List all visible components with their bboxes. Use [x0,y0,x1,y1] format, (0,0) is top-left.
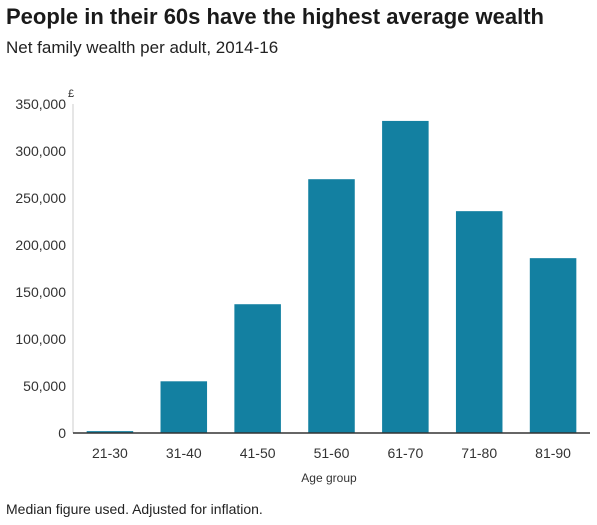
x-tick-label: 71-80 [461,445,497,461]
chart-subtitle: Net family wealth per adult, 2014-16 [6,38,279,57]
y-axis-unit: £ [68,88,74,100]
y-tick-label: 300,000 [15,143,66,159]
bar [160,381,208,433]
bar [308,179,355,433]
y-tick-label: 50,000 [23,378,66,394]
chart-footnote: Median figure used. Adjusted for inflati… [6,501,263,517]
x-tick-label: 31-40 [166,445,202,461]
x-tick-label: 61-70 [387,445,423,461]
x-axis-label: Age group [301,471,357,485]
x-tick-label: 41-50 [240,445,276,461]
bar [529,258,577,433]
y-tick-label: 250,000 [15,190,66,206]
y-tick-label: 0 [58,425,66,441]
x-tick-label: 81-90 [535,445,571,461]
bar [382,120,429,434]
x-tick-label: 51-60 [314,445,350,461]
x-tick-label: 21-30 [92,445,128,461]
bar [234,304,281,433]
y-tick-label: 350,000 [15,96,66,112]
bar [86,431,134,433]
y-tick-label: 200,000 [15,237,66,253]
chart-title: People in their 60s have the highest ave… [6,4,544,29]
bars [86,120,577,434]
x-axis: 21-30 31-40 41-50 51-60 61-70 71-80 81-90 [92,445,571,461]
y-axis: 0 50,000 100,000 150,000 200,000 250,000 300,0… [15,96,66,441]
y-tick-label: 100,000 [15,331,66,347]
y-tick-label: 150,000 [15,284,66,300]
bar [455,211,503,433]
